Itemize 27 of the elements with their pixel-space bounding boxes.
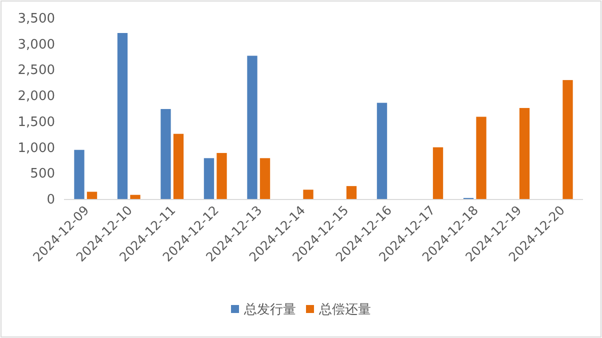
bar	[173, 134, 184, 199]
legend-label: 总发行量	[243, 302, 296, 318]
bar	[130, 194, 140, 199]
y-tick-label: 1,000	[18, 140, 55, 156]
bar	[117, 32, 128, 199]
bar	[260, 158, 270, 199]
bar	[247, 56, 258, 199]
bar	[160, 109, 171, 199]
bar	[376, 102, 388, 199]
bar	[432, 147, 444, 199]
bar	[303, 190, 314, 199]
bar	[519, 108, 530, 199]
bar	[216, 152, 227, 199]
y-tick-label: 3,000	[18, 37, 55, 52]
legend-label: 总偿还量	[318, 302, 371, 318]
y-tick-label: 2,000	[18, 89, 55, 104]
bar	[204, 158, 214, 199]
bar	[476, 116, 486, 199]
bar	[86, 192, 98, 199]
y-tick-label: 1,500	[18, 114, 55, 130]
y-tick-label: 500	[30, 166, 55, 182]
y-tick-label: 3,500	[18, 12, 55, 26]
y-tick-label: 2,500	[18, 63, 55, 78]
bar	[562, 80, 573, 199]
bar	[346, 186, 357, 199]
y-tick-label: 0	[46, 192, 55, 208]
bar	[74, 150, 84, 199]
